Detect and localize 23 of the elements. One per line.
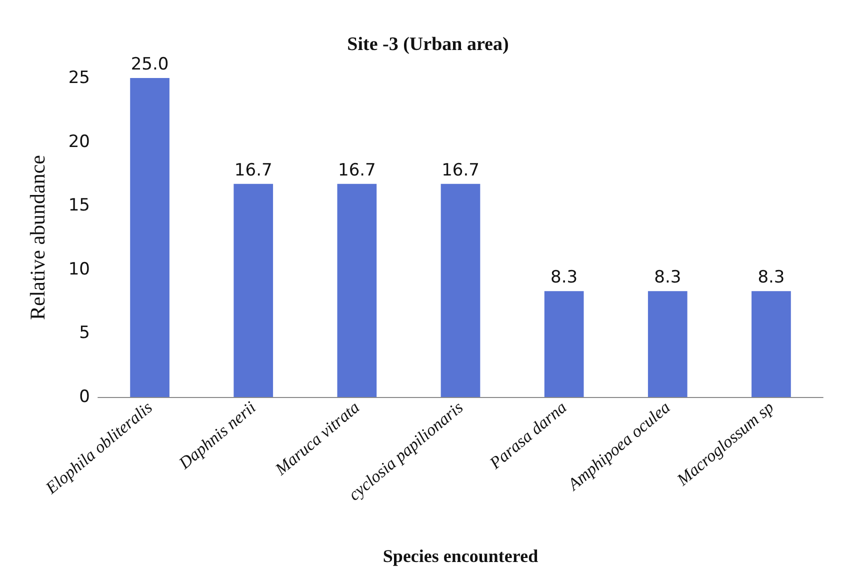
- data-label: 8.3: [758, 268, 785, 288]
- y-tick-label: 25: [68, 68, 90, 88]
- y-tick-label: 15: [68, 196, 90, 216]
- bar: [648, 291, 688, 397]
- y-tick-label: 5: [79, 323, 90, 344]
- data-label: 16.7: [442, 160, 480, 180]
- y-tick-label: 20: [68, 132, 90, 152]
- bar: [544, 291, 584, 397]
- bar: [752, 291, 791, 397]
- y-tick-label: 10: [68, 259, 90, 280]
- data-label: 8.3: [550, 268, 578, 288]
- data-label: 16.7: [234, 160, 272, 180]
- data-label: 25.0: [130, 54, 169, 74]
- bar: [440, 184, 480, 397]
- chart-title: Site -3 (Urban area): [347, 34, 509, 55]
- y-tick-label: 0: [79, 387, 90, 407]
- data-label: 8.3: [654, 268, 682, 288]
- y-axis-title: Relative abundance: [26, 154, 50, 320]
- bar: [234, 184, 274, 397]
- bar: [337, 184, 377, 397]
- data-label: 16.7: [338, 160, 376, 180]
- bar: [130, 78, 170, 397]
- x-axis-title: Species encountered: [382, 546, 538, 566]
